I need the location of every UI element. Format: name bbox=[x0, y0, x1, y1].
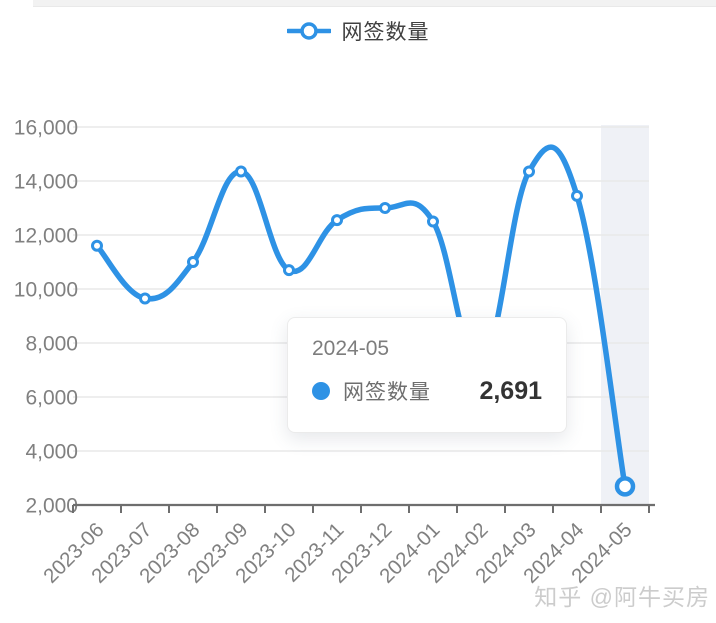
page-top-edge bbox=[33, 0, 716, 7]
y-axis-label: 8,000 bbox=[25, 332, 78, 355]
series-color-dot-icon bbox=[312, 382, 330, 400]
tooltip-category: 2024-05 bbox=[312, 337, 390, 360]
data-point-highlighted[interactable] bbox=[614, 476, 636, 497]
data-point[interactable] bbox=[91, 239, 103, 252]
hover-highlight-band bbox=[601, 125, 649, 505]
data-point[interactable] bbox=[187, 256, 199, 268]
data-point[interactable] bbox=[283, 264, 295, 277]
y-axis-label: 6,000 bbox=[25, 386, 78, 409]
chart-legend[interactable]: 网签数量 bbox=[0, 13, 716, 49]
data-point[interactable] bbox=[235, 165, 247, 178]
tooltip-value: 2,691 bbox=[479, 376, 542, 405]
chart-tooltip: 2024-05 网签数量 2,691 bbox=[287, 317, 567, 433]
y-axis-label: 14,000 bbox=[14, 170, 78, 193]
y-axis-label: 12,000 bbox=[14, 224, 78, 247]
tooltip-series-row: 网签数量 2,691 bbox=[312, 376, 542, 406]
data-point[interactable] bbox=[331, 214, 343, 227]
watermark-text: 知乎 @阿牛买房 bbox=[534, 584, 710, 610]
y-axis-label: 4,000 bbox=[25, 440, 78, 463]
y-axis-label: 16,000 bbox=[14, 116, 78, 139]
data-point[interactable] bbox=[379, 202, 391, 214]
legend-series-label: 网签数量 bbox=[341, 21, 430, 44]
y-axis-label: 2,000 bbox=[25, 494, 78, 517]
y-axis-label: 10,000 bbox=[14, 278, 78, 301]
data-point[interactable] bbox=[571, 189, 583, 202]
data-point[interactable] bbox=[427, 215, 439, 228]
data-point[interactable] bbox=[523, 165, 535, 178]
tooltip-series-label: 网签数量 bbox=[343, 381, 431, 404]
data-point[interactable] bbox=[139, 292, 151, 305]
series-line bbox=[94, 144, 628, 490]
legend-line-marker-icon bbox=[286, 22, 331, 40]
